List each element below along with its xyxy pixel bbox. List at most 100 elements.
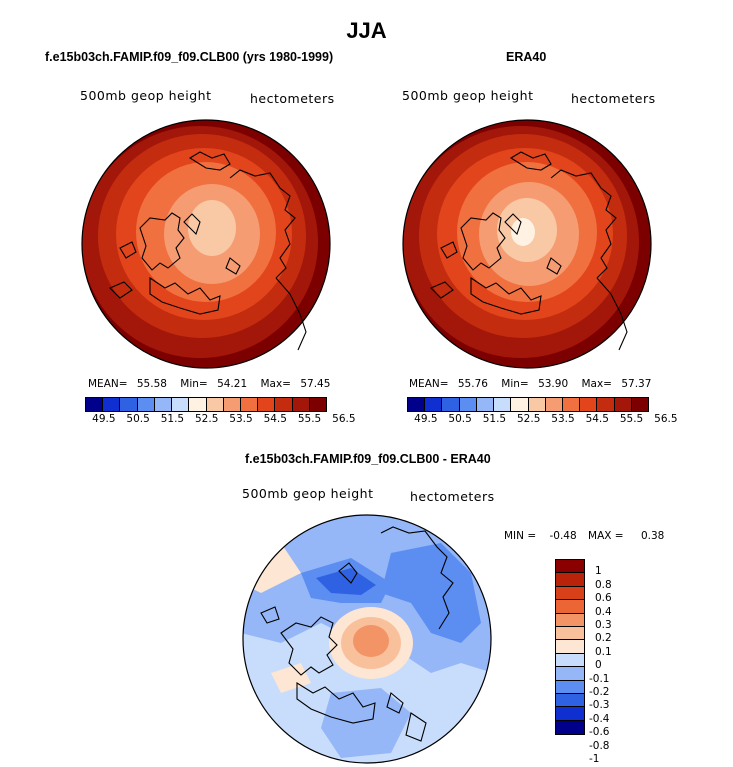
panel1-colorbar-ticks: 49.5 50.5 51.5 52.5 53.5 54.5 55.5 56.5 [85,413,355,427]
colorbar-level-label: -1 [589,753,600,765]
colorbar-swatch [292,398,310,411]
colorbar-swatch [631,398,649,411]
colorbar-tick-label: 50.5 [126,413,150,425]
panel2-min-value: 53.90 [538,378,569,390]
panel2-mean-value: 55.76 [457,378,488,390]
panel2-stats: MEAN= 55.76 Min= 53.90 Max= 57.37 [409,378,651,390]
colorbar-swatch [240,398,259,411]
colorbar-swatch [309,398,327,411]
panel3-max-value: 0.38 [640,530,665,542]
colorbar-tick-label: 56.5 [654,413,678,425]
colorbar-swatch [442,398,460,411]
panel3-min-label: MIN = [504,530,537,542]
colorbar-tick-label: 56.5 [332,413,356,425]
panel1-title: f.e15b03ch.FAMIP.f09_f09.CLB00 (yrs 1980… [45,50,334,64]
colorbar-swatch [556,600,584,614]
panel2-max-value: 57.37 [621,378,652,390]
panel1-variable: 500mb geop height [80,88,212,103]
panel3-min-value: -0.48 [549,530,577,542]
panel3-map-border [242,514,492,764]
panel3-max-label: MAX = [588,530,624,542]
panel3-coastlines [260,526,454,742]
panel1-stats: MEAN= 55.58 Min= 54.21 Max= 57.45 [88,378,330,390]
colorbar-swatch [556,693,584,708]
colorbar-swatch [476,398,495,411]
colorbar-tick-label: 55.5 [297,413,322,425]
panel1-mean-value: 55.58 [136,378,167,390]
panel2-map-border [402,119,652,369]
panel2-variable: 500mb geop height [402,88,534,103]
colorbar-level-label: 0.2 [595,632,612,645]
panel1-max-label: Max= [260,378,291,390]
figure-title: JJA [346,18,387,43]
colorbar-level-label: 0.4 [595,605,612,618]
colorbar-tick-label: 49.5 [92,413,116,425]
colorbar-tick-label: 52.5 [195,413,219,425]
colorbar-tick-label: 55.5 [619,413,644,425]
colorbar-tick-label: 53.5 [551,413,575,425]
panel3-title: f.e15b03ch.FAMIP.f09_f09.CLB00 - ERA40 [245,452,491,466]
colorbar-tick-label: 49.5 [414,413,438,425]
colorbar-swatch [494,398,512,411]
colorbar-swatch [556,586,584,601]
colorbar-swatch [154,398,173,411]
colorbar-swatch [425,398,443,411]
colorbar-swatch [511,398,529,411]
panel1-units: hectometers [250,91,335,106]
colorbar-level-label: -0.1 [589,672,610,685]
colorbar-tick-label: 52.5 [517,413,541,425]
colorbar-swatch [556,560,584,574]
colorbar-level-label: 0.8 [595,578,612,591]
colorbar-tick-label: 51.5 [160,413,185,425]
panel3-stats: MIN = -0.48 MAX = 0.38 [504,530,664,542]
panel2-mean-label: MEAN= [409,378,449,390]
colorbar-level-label: 0.6 [595,592,612,605]
panel2-colorbar-ticks: 49.5 50.5 51.5 52.5 53.5 54.5 55.5 56.5 [407,413,677,427]
colorbar-tick-label: 54.5 [585,413,609,425]
colorbar-swatch [103,398,121,411]
colorbar-swatch [556,626,584,641]
colorbar-swatch [556,720,584,735]
colorbar-swatch [556,707,584,721]
panel2-band-53 [511,218,535,246]
panel2-colorbar [407,397,649,412]
colorbar-swatch [223,398,241,411]
colorbar-swatch [556,680,584,694]
colorbar-swatch [172,398,190,411]
colorbar-level-label: -0.3 [589,699,610,712]
colorbar-swatch [580,398,598,411]
colorbar-swatch [556,640,584,654]
colorbar-level-label: -0.8 [589,739,610,752]
colorbar-tick-label: 54.5 [263,413,287,425]
colorbar-swatch [528,398,546,411]
colorbar-swatch [545,398,563,411]
colorbar-swatch [408,398,426,411]
colorbar-swatch [258,398,276,411]
colorbar-tick-label: 51.5 [482,413,507,425]
colorbar-level-label: 0 [595,659,602,672]
panel1-min-value: 54.21 [217,378,248,390]
colorbar-level-label: 0.1 [595,645,612,658]
colorbar-level-label: -0.2 [589,686,610,698]
colorbar-level-label: -0.4 [589,712,610,725]
panel1-min-label: Min= [180,378,208,390]
panel3-colorbar [555,559,585,736]
panel2-units: hectometers [571,91,656,106]
colorbar-level-label: -0.6 [589,726,610,739]
panel3-colorbar-labels: 1 0.8 0.6 0.4 0.3 0.2 0.1 0 -0.1 -0.2 -0.3 -0.4 -0.6… [589,559,649,765]
panel3-units: hectometers [410,489,495,504]
panel1-polar-map [81,119,331,369]
panel1-band-53-5 [188,200,236,256]
panel3-band-pos-0-3 [353,625,389,657]
panel1-map-border [81,119,331,369]
colorbar-level-label: 1 [595,565,602,578]
panel2-title: ERA40 [506,50,547,64]
panel2-min-label: Min= [501,378,529,390]
colorbar-swatch [86,398,104,411]
colorbar-swatch [206,398,224,411]
panel2-polar-map [402,119,652,369]
colorbar-swatch [556,653,584,668]
colorbar-swatch [137,398,155,411]
colorbar-swatch [556,667,584,681]
